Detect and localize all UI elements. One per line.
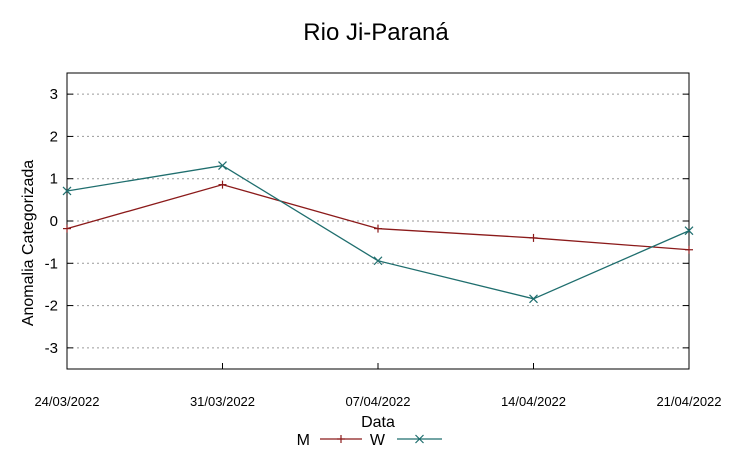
y-tick-label: 0: [50, 213, 58, 230]
legend-label-M: M: [297, 432, 310, 449]
x-tick-label: 21/04/2022: [656, 394, 721, 409]
y-axis: 3 2 1 0 -1 -2 -3: [45, 86, 689, 357]
y-tick-label: 2: [50, 128, 58, 145]
data-point: [529, 233, 538, 242]
grid-lines: [67, 93, 689, 349]
y-tick-label: -3: [45, 340, 58, 357]
data-point: [684, 226, 694, 236]
data-point: [337, 435, 345, 443]
series-line-M: [66, 183, 690, 251]
x-tick-label: 07/04/2022: [345, 394, 410, 409]
data-point: [374, 224, 382, 233]
x-tick-label: 14/04/2022: [501, 394, 566, 409]
x-tick-label: 24/03/2022: [34, 394, 99, 409]
chart-title: Rio Ji-Paraná: [303, 19, 449, 46]
data-point: [685, 245, 693, 254]
y-tick-label: -1: [45, 255, 58, 272]
y-axis-label: Anomalia Categorizada: [20, 160, 37, 326]
data-point: [373, 256, 383, 266]
x-axis: 24/03/2022 31/03/2022 07/04/2022 14/04/2022…: [34, 363, 722, 409]
legend-label-W: W: [370, 432, 386, 449]
data-point: [62, 186, 72, 196]
data-point: [218, 180, 227, 189]
y-tick-label: 3: [50, 86, 58, 103]
x-tick-label: 31/03/2022: [190, 394, 255, 409]
y-tick-label: -2: [45, 298, 58, 315]
x-axis-label: Data: [361, 414, 395, 431]
data-point: [63, 224, 71, 233]
series-layer: [62, 161, 694, 304]
y-tick-label: 1: [50, 171, 58, 188]
data-point: [529, 294, 538, 304]
data-point: [415, 434, 424, 444]
data-point: [218, 161, 227, 171]
